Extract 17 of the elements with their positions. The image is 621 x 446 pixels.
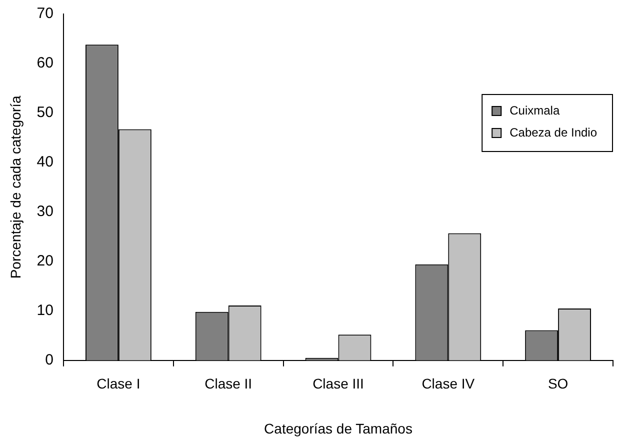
x-tick-label: Clase III: [312, 376, 364, 392]
x-tick-label: Clase II: [204, 376, 252, 392]
legend-label: Cuixmala: [510, 103, 560, 118]
y-tick-label: 70: [36, 5, 54, 22]
x-tick-label: Clase I: [96, 376, 140, 392]
y-tick-label: 20: [36, 252, 54, 270]
y-tick-label: 40: [36, 154, 54, 171]
y-tick-label: 30: [36, 203, 54, 220]
x-tick-label: SO: [548, 376, 568, 392]
x-axis-title: Categorías de Tamaños: [264, 420, 412, 436]
y-tick-label: 50: [36, 104, 54, 122]
y-tick-label: 60: [36, 54, 54, 72]
y-axis-title: Porcentaje de cada categoría: [7, 96, 24, 279]
y-tick-label: 10: [36, 302, 54, 320]
y-tick-label: 0: [45, 352, 54, 369]
legend-label: Cabeza de Indio: [510, 125, 598, 140]
x-tick-label: Clase IV: [422, 376, 476, 392]
